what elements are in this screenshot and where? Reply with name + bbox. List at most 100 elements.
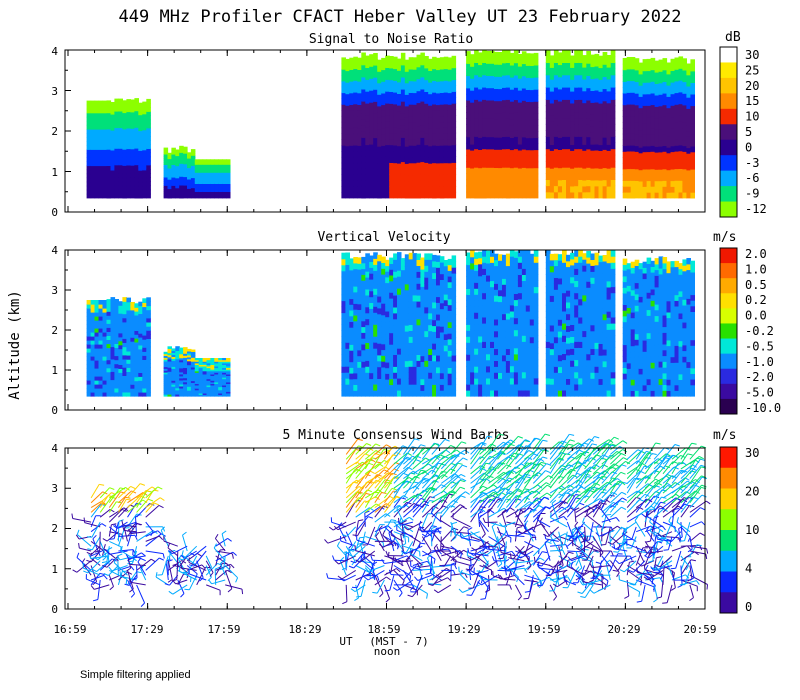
heatmap-cell: [187, 368, 192, 372]
heatmap-cell: [385, 344, 390, 352]
heatmap-cell: [466, 87, 471, 95]
heatmap-cell: [114, 164, 119, 170]
heatmap-cell: [365, 306, 370, 314]
heatmap-cell: [349, 292, 354, 300]
heatmap-cell: [443, 299, 449, 306]
heatmap-cell: [420, 263, 425, 270]
heatmap-cell: [416, 54, 421, 62]
heatmap-cell: [662, 122, 668, 129]
heatmap-cell: [171, 374, 176, 377]
heatmap-cell: [439, 86, 445, 93]
heatmap-cell: [365, 67, 370, 74]
heatmap-cell: [646, 58, 652, 66]
heatmap-cell: [167, 346, 172, 349]
heatmap-cell: [654, 106, 660, 113]
heatmap-cell: [134, 185, 139, 191]
heatmap-cell: [521, 298, 527, 306]
heatmap-cell: [690, 163, 695, 170]
heatmap-cell: [110, 130, 116, 135]
heatmap-cell: [682, 104, 687, 112]
heatmap-cell: [606, 102, 612, 110]
heatmap-cell: [443, 277, 449, 284]
heatmap-cell: [549, 259, 555, 267]
heatmap-cell: [486, 256, 491, 264]
heatmap-cell: [626, 127, 632, 134]
heatmap-cell: [110, 317, 116, 323]
heatmap-cell: [674, 110, 680, 117]
heatmap-cell: [94, 189, 100, 195]
heatmap-cell: [466, 324, 471, 331]
heatmap-cell: [142, 145, 147, 151]
heatmap-cell: [521, 185, 527, 193]
heatmap-cell: [385, 327, 390, 335]
heatmap-cell: [590, 384, 596, 391]
heatmap-cell: [345, 318, 350, 325]
heatmap-cell: [373, 83, 378, 90]
heatmap-cell: [574, 117, 579, 125]
heatmap-cell: [194, 370, 200, 373]
heatmap-cell: [478, 384, 483, 391]
heatmap-cell: [451, 156, 457, 163]
heatmap-cell: [502, 50, 507, 58]
heatmap-cell: [190, 195, 196, 199]
heatmap-cell: [341, 92, 346, 99]
heatmap-cell: [447, 264, 453, 271]
heatmap-cell: [110, 375, 116, 381]
heatmap-cell: [369, 284, 374, 292]
heatmap-cell: [114, 139, 119, 145]
heatmap-cell: [502, 124, 507, 131]
heatmap-cell: [533, 280, 539, 288]
heatmap-cell: [517, 304, 523, 312]
heatmap-cell: [590, 360, 596, 367]
heatmap-cell: [447, 287, 453, 294]
heatmap-cell: [408, 276, 414, 284]
heatmap-cell: [226, 388, 231, 391]
heatmap-cell: [90, 352, 96, 357]
heatmap-cell: [94, 392, 100, 397]
heatmap-cell: [646, 145, 652, 153]
heatmap-cell: [529, 348, 535, 356]
heatmap-cell: [389, 344, 394, 351]
heatmap-cell: [650, 157, 656, 164]
heatmap-cell: [110, 354, 116, 360]
heatmap-cell: [610, 99, 616, 107]
heatmap-cell: [86, 360, 92, 365]
heatmap-cell: [594, 360, 600, 367]
heatmap-cell: [349, 258, 354, 265]
heatmap-cell: [94, 340, 100, 345]
heatmap-cell: [198, 164, 204, 167]
heatmap-cell: [210, 367, 215, 370]
heatmap-cell: [474, 288, 479, 295]
heatmap-cell: [408, 312, 414, 319]
heatmap-cell: [179, 191, 184, 195]
heatmap-cell: [416, 330, 421, 338]
heatmap-cell: [341, 312, 346, 319]
heatmap-cell: [630, 68, 636, 76]
heatmap-cell: [486, 299, 491, 306]
heatmap-cell: [214, 389, 219, 392]
heatmap-cell: [416, 90, 421, 98]
heatmap-cell: [424, 186, 429, 193]
heatmap-cell: [443, 156, 449, 164]
heatmap-cell: [553, 179, 559, 187]
heatmap-cell: [349, 75, 354, 82]
heatmap-cell: [175, 346, 180, 349]
heatmap-cell: [566, 74, 571, 82]
heatmap-cell: [142, 322, 147, 328]
heatmap-cell: [412, 253, 418, 260]
heatmap-cell: [486, 99, 491, 107]
heatmap-cell: [498, 266, 503, 273]
heatmap-cell: [533, 191, 539, 199]
heatmap-cell: [210, 389, 215, 392]
heatmap-cell: [529, 185, 535, 193]
heatmap-cell: [222, 358, 227, 361]
heatmap-cell: [190, 376, 196, 380]
heatmap-cell: [582, 354, 587, 361]
heatmap-cell: [114, 115, 119, 120]
heatmap-cell: [582, 384, 587, 391]
heatmap-cell: [602, 58, 608, 65]
heatmap-cell: [381, 367, 386, 374]
heatmap-cell: [345, 111, 350, 118]
heatmap-cell: [202, 386, 208, 389]
heatmap-cell: [214, 383, 219, 386]
